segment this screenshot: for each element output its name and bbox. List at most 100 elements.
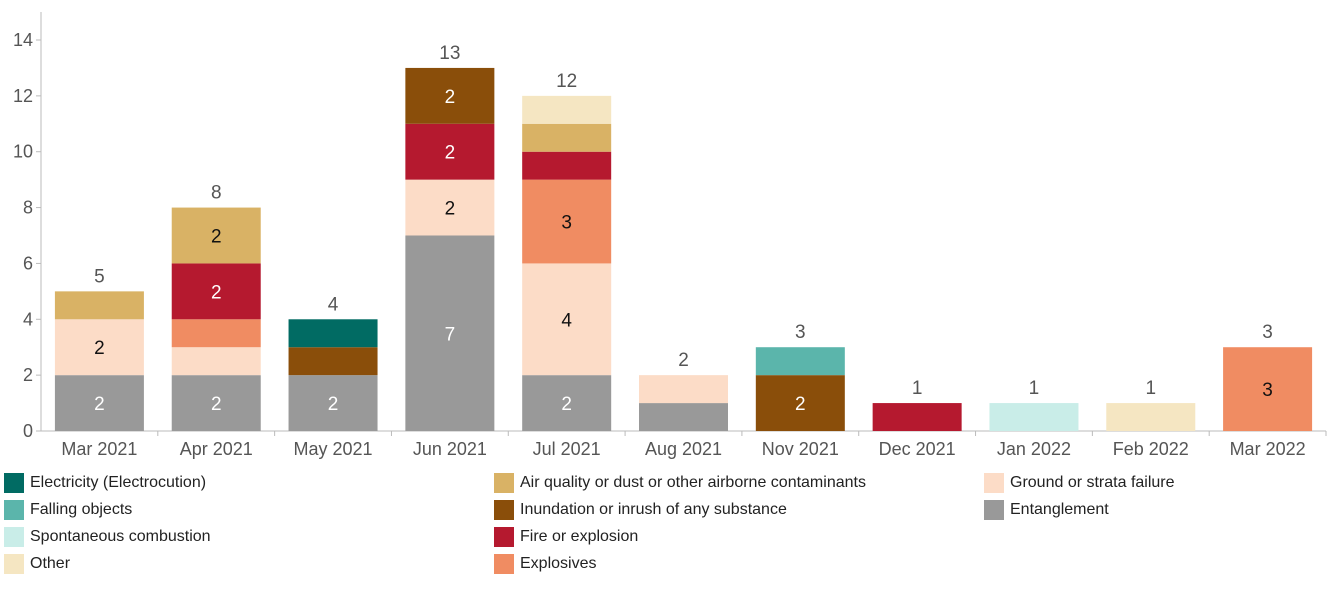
bar-segment [405, 123, 495, 180]
segment-data-label: 2 [211, 394, 222, 415]
bar-segment [405, 67, 495, 124]
bar-segment [1223, 347, 1313, 431]
y-tick-label: 0 [23, 421, 33, 441]
y-tick-label: 8 [23, 198, 33, 218]
bar-segment [522, 375, 612, 431]
bar-total-label: 1 [912, 378, 923, 399]
bar-segment [171, 319, 261, 348]
bar-total-label: 12 [556, 71, 577, 92]
bar-segment [522, 151, 612, 180]
legend-item: Other [4, 554, 70, 574]
legend-label: Explosives [520, 555, 597, 572]
x-tick-label: Jan 2022 [997, 439, 1071, 459]
segment-data-label: 7 [445, 324, 456, 345]
legend-item: Falling objects [4, 500, 132, 520]
bar-segment [755, 375, 845, 431]
x-tick-label: Jun 2021 [413, 439, 487, 459]
segment-data-label: 3 [1262, 380, 1273, 401]
segment-data-label: 2 [561, 394, 572, 415]
legend-swatch [4, 500, 24, 520]
legend-item: Electricity (Electrocution) [4, 473, 206, 493]
legend-swatch [984, 500, 1004, 520]
legend-swatch [984, 473, 1004, 493]
x-tick-label: Mar 2022 [1230, 439, 1306, 459]
y-tick-label: 4 [23, 309, 33, 329]
bar-segment [872, 403, 962, 431]
y-tick-label: 12 [13, 86, 33, 106]
segment-data-label: 3 [561, 213, 572, 234]
bar-segment [522, 263, 612, 376]
legend-item: Entanglement [984, 500, 1109, 520]
bar-segment [171, 347, 261, 376]
bar-total-label: 3 [1262, 322, 1273, 343]
bar-segment [1106, 403, 1196, 431]
legend-label: Inundation or inrush of any substance [520, 501, 787, 518]
bar-segment [522, 123, 612, 152]
legend-label: Electricity (Electrocution) [30, 474, 207, 491]
y-tick-label: 10 [13, 142, 33, 162]
y-tick-label: 14 [13, 30, 33, 50]
bar-total-label: 3 [795, 322, 806, 343]
bar-segment [405, 179, 495, 236]
bar-segment [522, 95, 612, 124]
segment-data-label: 4 [561, 310, 572, 331]
bar-segment [54, 291, 144, 320]
segment-data-label: 2 [445, 199, 456, 220]
legend-label: Air quality or dust or other airborne co… [520, 474, 866, 491]
bar-segment [171, 263, 261, 320]
x-tick-label: May 2021 [294, 439, 373, 459]
legend-item: Spontaneous combustion [4, 527, 211, 547]
legend-label: Falling objects [30, 501, 133, 518]
segment-data-label: 2 [211, 282, 222, 303]
legend-label: Ground or strata failure [1010, 474, 1175, 491]
legend-label: Spontaneous combustion [30, 528, 211, 545]
legend-swatch [4, 527, 24, 547]
legend-item: Fire or explosion [494, 527, 638, 547]
legend-label: Fire or explosion [520, 528, 639, 545]
legend-label: Other [30, 555, 71, 572]
x-tick-label: Apr 2021 [180, 439, 253, 459]
bar-segment [755, 347, 845, 376]
bar-segment [54, 319, 144, 376]
chart-legend: Electricity (Electrocution) Falling objec… [0, 470, 1332, 601]
x-tick-label: Nov 2021 [762, 439, 839, 459]
bar-segment [288, 319, 378, 348]
segment-data-label: 2 [445, 143, 456, 164]
bar-total-label: 13 [439, 43, 460, 64]
bar-total-label: 1 [1029, 378, 1040, 399]
segment-data-label: 2 [445, 87, 456, 108]
bar-segment [639, 403, 728, 431]
bar-segment [288, 347, 378, 376]
x-tick-label: Aug 2021 [645, 439, 722, 459]
bar-total-label: 5 [94, 266, 105, 287]
bar-segment [171, 375, 261, 431]
legend-item: Inundation or inrush of any substance [494, 500, 787, 520]
legend-swatch [494, 500, 514, 520]
legend-swatch [4, 554, 24, 574]
x-tick-label: Dec 2021 [879, 439, 956, 459]
legend-item: Air quality or dust or other airborne co… [494, 473, 866, 493]
segment-data-label: 2 [211, 227, 222, 248]
legend-item: Ground or strata failure [984, 473, 1175, 493]
bar-segment [522, 179, 612, 264]
y-tick-label: 2 [23, 365, 33, 385]
bar-segment [989, 403, 1079, 431]
legend-label: Entanglement [1010, 501, 1109, 518]
bar-segment [639, 375, 728, 404]
segment-data-label: 2 [328, 394, 339, 415]
bar-segment [288, 375, 378, 431]
legend-swatch [494, 527, 514, 547]
x-tick-label: Jul 2021 [533, 439, 601, 459]
bar-total-label: 1 [1145, 378, 1156, 399]
bar-total-label: 2 [678, 350, 689, 371]
legend-swatch [494, 554, 514, 574]
bar-segment [54, 375, 144, 431]
bar-total-label: 8 [211, 183, 222, 204]
legend-swatch [4, 473, 24, 493]
bar-total-label: 4 [328, 294, 339, 315]
bar-segment [171, 207, 261, 264]
legend-swatch [494, 473, 514, 493]
bar-segment [405, 235, 495, 431]
x-tick-label: Mar 2021 [61, 439, 137, 459]
